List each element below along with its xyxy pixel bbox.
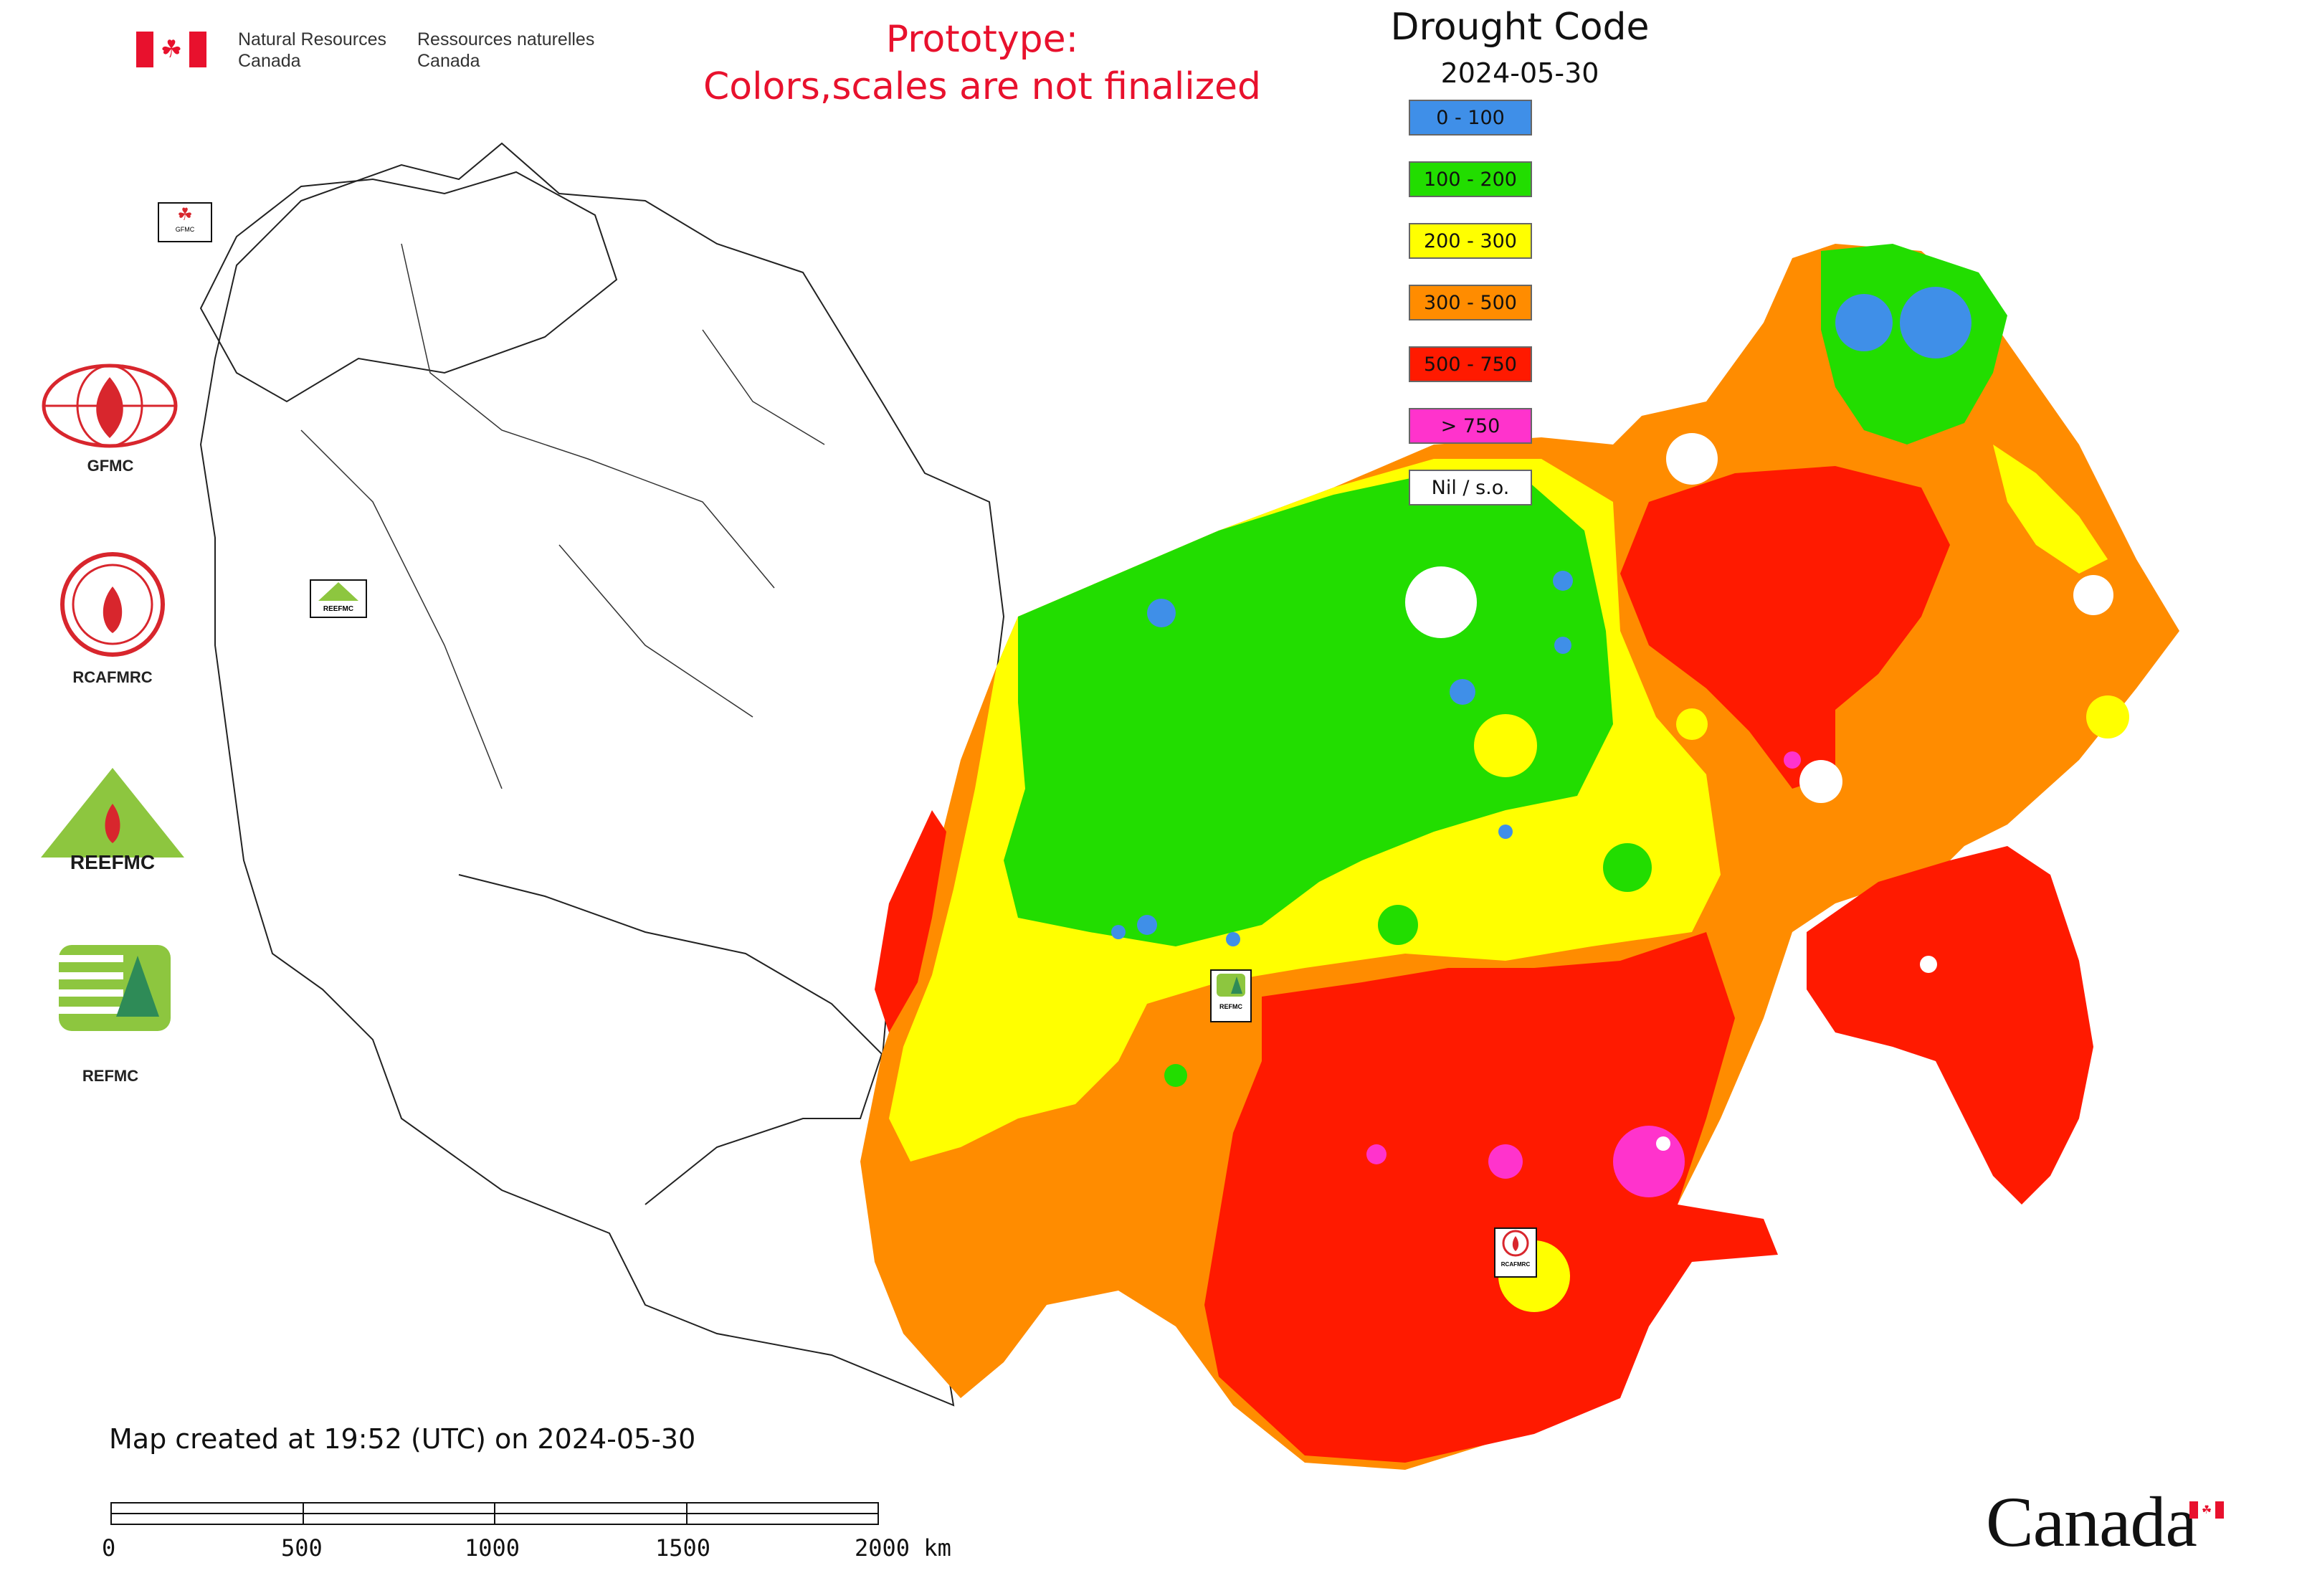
org-name-en: Natural Resources Canada: [238, 29, 386, 72]
scale-label-0: 0: [102, 1534, 116, 1562]
org-name-fr-line2: Canada: [417, 51, 480, 71]
gfmc-label: GFMC: [87, 457, 134, 475]
legend-item-nil: Nil / s.o.: [1409, 470, 1532, 505]
rcafmrc-logo: [59, 551, 166, 661]
scale-bar: [110, 1502, 879, 1525]
org-name-en-line2: Canada: [238, 51, 301, 71]
legend-item-over-750: > 750: [1409, 408, 1532, 444]
scandinavia-outline: [199, 171, 618, 403]
canada-wordmark-flag-icon: ☘: [2189, 1501, 2224, 1519]
zone-red-far-east: [1807, 846, 2093, 1205]
legend-item-500-750: 500 - 750: [1409, 346, 1532, 382]
scale-label-1500: 1500: [655, 1534, 711, 1562]
prototype-notice-line2: Colors,scales are not finalized: [703, 65, 1262, 108]
green-spots: [1164, 843, 1652, 1087]
refmc-map-marker-label: REFMC: [1219, 1003, 1242, 1010]
reefmc-logo: REEFMC: [37, 764, 188, 875]
scale-label-500: 500: [281, 1534, 323, 1562]
scale-label-1000: 1000: [465, 1534, 520, 1562]
refmc-map-marker[interactable]: REFMC: [1210, 969, 1252, 1022]
legend-title: Drought Code: [1390, 6, 1650, 49]
legend-date: 2024-05-30: [1440, 57, 1599, 89]
refmc-logo: [59, 945, 171, 1034]
zone-red-south: [1204, 932, 1778, 1463]
canada-flag-icon: ☘: [136, 32, 206, 67]
reefmc-map-marker[interactable]: REEFMC: [310, 579, 367, 618]
refmc-label: REFMC: [82, 1067, 139, 1085]
gfmc-map-marker[interactable]: ☘ GFMC: [158, 202, 212, 242]
central-asia-outline: [458, 874, 883, 1205]
low-value-spots: [1111, 287, 1972, 946]
legend-item-0-100: 0 - 100: [1409, 100, 1532, 136]
scale-label-2000: 2000 km: [855, 1534, 951, 1562]
legend-item-100-200: 100 - 200: [1409, 161, 1532, 197]
zone-yellow-kamchatka: [1993, 445, 2108, 574]
internal-borders: [300, 243, 825, 789]
rcafmrc-map-marker-label: RCAFMRC: [1500, 1261, 1531, 1268]
gfmc-logo: [42, 363, 178, 452]
canada-wordmark: Canada: [1986, 1482, 2197, 1562]
rcafmrc-label: RCAFMRC: [72, 668, 153, 686]
nil-spots: [1405, 433, 2113, 1151]
prototype-notice-line1: Prototype:: [885, 18, 1079, 61]
org-name-fr: Ressources naturelles Canada: [417, 29, 594, 72]
gfmc-map-marker-label: GFMC: [175, 226, 195, 233]
org-name-en-line1: Natural Resources: [238, 29, 387, 49]
legend-item-300-500: 300 - 500: [1409, 285, 1532, 320]
org-name-fr-line1: Ressources naturelles: [417, 29, 595, 49]
prototype-notice: Prototype: Colors,scales are not finaliz…: [631, 16, 1333, 110]
zone-red-north: [1620, 466, 1950, 789]
reefmc-map-marker-label: REEFMC: [323, 605, 354, 613]
svg-text:REEFMC: REEFMC: [70, 851, 155, 872]
legend-item-200-300: 200 - 300: [1409, 223, 1532, 259]
map-created-text: Map created at 19:52 (UTC) on 2024-05-30: [109, 1423, 696, 1455]
rcafmrc-map-marker[interactable]: RCAFMRC: [1494, 1227, 1537, 1278]
zone-red-west-edge: [875, 810, 946, 1032]
